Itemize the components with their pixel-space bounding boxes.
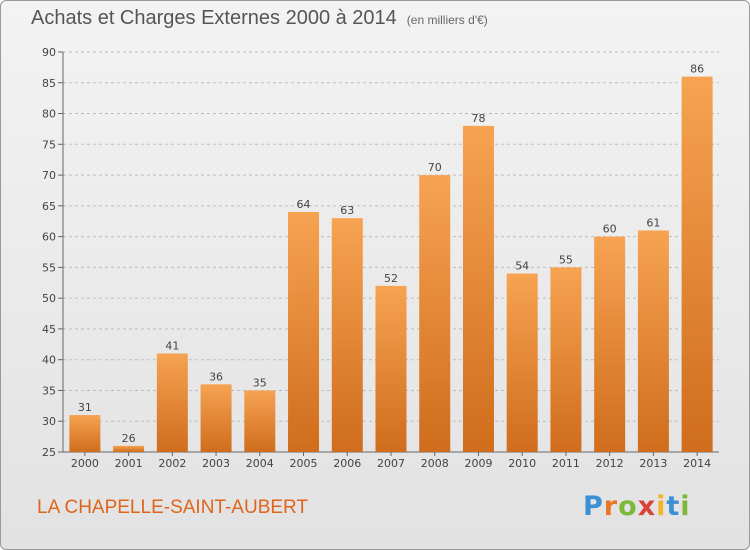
logo-letter-3: x	[637, 491, 657, 522]
chart-unit: (en milliers d'€)	[406, 13, 488, 27]
y-tick-label-65: 65	[42, 200, 56, 213]
y-tick-label-85: 85	[42, 77, 56, 90]
x-tick-label-2008: 2008	[421, 457, 449, 470]
value-label-2010: 54	[515, 260, 529, 273]
bar-2009	[462, 125, 494, 452]
bar-2007	[375, 285, 407, 452]
y-tick-label-30: 30	[42, 415, 56, 428]
value-label-2005: 64	[297, 198, 311, 211]
x-tick-label-2002: 2002	[158, 457, 186, 470]
y-tick-label-70: 70	[42, 169, 56, 182]
bars	[69, 76, 713, 453]
bar-2013	[637, 230, 669, 452]
y-tick-label-50: 50	[42, 292, 56, 305]
y-tick-label-45: 45	[42, 323, 56, 336]
bar-2010	[506, 273, 538, 452]
x-tick-label-2001: 2001	[115, 457, 143, 470]
y-tick-label-55: 55	[42, 261, 56, 274]
logo-letter-5: t	[666, 491, 681, 522]
commune-name: LA CHAPELLE-SAINT-AUBERT	[37, 497, 309, 518]
value-label-2013: 61	[646, 216, 660, 229]
y-tick-label-25: 25	[42, 446, 56, 459]
logo-letter-6: i	[680, 491, 691, 522]
value-label-2012: 60	[603, 223, 617, 236]
y-tick-label-80: 80	[42, 108, 56, 121]
value-label-2001: 26	[122, 432, 136, 445]
bar-2005	[288, 212, 320, 452]
x-tick-label-2011: 2011	[552, 457, 580, 470]
x-tick-label-2005: 2005	[290, 457, 318, 470]
x-tick-label-2007: 2007	[377, 457, 405, 470]
x-tick-label-2010: 2010	[508, 457, 536, 470]
bar-2008	[419, 175, 451, 453]
y-tick-label-60: 60	[42, 231, 56, 244]
x-tick-label-2003: 2003	[202, 457, 230, 470]
value-label-2009: 78	[471, 112, 485, 125]
bar-2001	[113, 445, 145, 452]
x-tick-label-2013: 2013	[639, 457, 667, 470]
bar-2003	[200, 384, 232, 452]
x-tick-label-2009: 2009	[464, 457, 492, 470]
value-label-2007: 52	[384, 272, 398, 285]
y-tick-label-75: 75	[42, 138, 56, 151]
bar-2002	[156, 353, 188, 452]
logo-letter-0: P	[583, 491, 604, 522]
y-tick-label-40: 40	[42, 354, 56, 367]
logo-letter-1: r	[603, 491, 619, 522]
value-label-2002: 41	[165, 340, 179, 353]
chart-title-text: Achats et Charges Externes 2000 à 2014	[31, 7, 397, 29]
value-label-2004: 35	[253, 376, 267, 389]
x-tick-label-2000: 2000	[71, 457, 99, 470]
value-label-2014: 86	[690, 63, 704, 76]
bar-2012	[594, 236, 626, 452]
value-label-2011: 55	[559, 253, 573, 266]
proxiti-logo: Proxiti	[583, 491, 691, 522]
y-tick-label-90: 90	[42, 46, 56, 59]
labels: 31 2000 26 2001 41 2002 36 2003 35 2004 64 2005 63 20…	[71, 63, 711, 470]
x-tick-label-2014: 2014	[683, 457, 711, 470]
value-label-2008: 70	[428, 161, 442, 174]
value-label-2003: 36	[209, 370, 223, 383]
bar-2011	[550, 267, 582, 452]
bar-2000	[69, 415, 101, 452]
x-tick-label-2012: 2012	[596, 457, 624, 470]
value-label-2000: 31	[78, 401, 92, 414]
bar-2014	[681, 76, 713, 452]
x-tick-label-2006: 2006	[333, 457, 361, 470]
chart-title: Achats et Charges Externes 2000 à 2014 (e…	[31, 7, 488, 30]
logo-letter-4: i	[656, 491, 667, 522]
y-tick-label-35: 35	[42, 384, 56, 397]
x-tick-label-2004: 2004	[246, 457, 274, 470]
bar-2004	[244, 390, 276, 452]
bar-2006	[331, 218, 363, 452]
logo-letter-2: o	[618, 491, 638, 522]
axes: 25 30 35 40 45 50 55 60 65 70 75 80 85 90	[42, 46, 719, 459]
value-label-2006: 63	[340, 204, 354, 217]
